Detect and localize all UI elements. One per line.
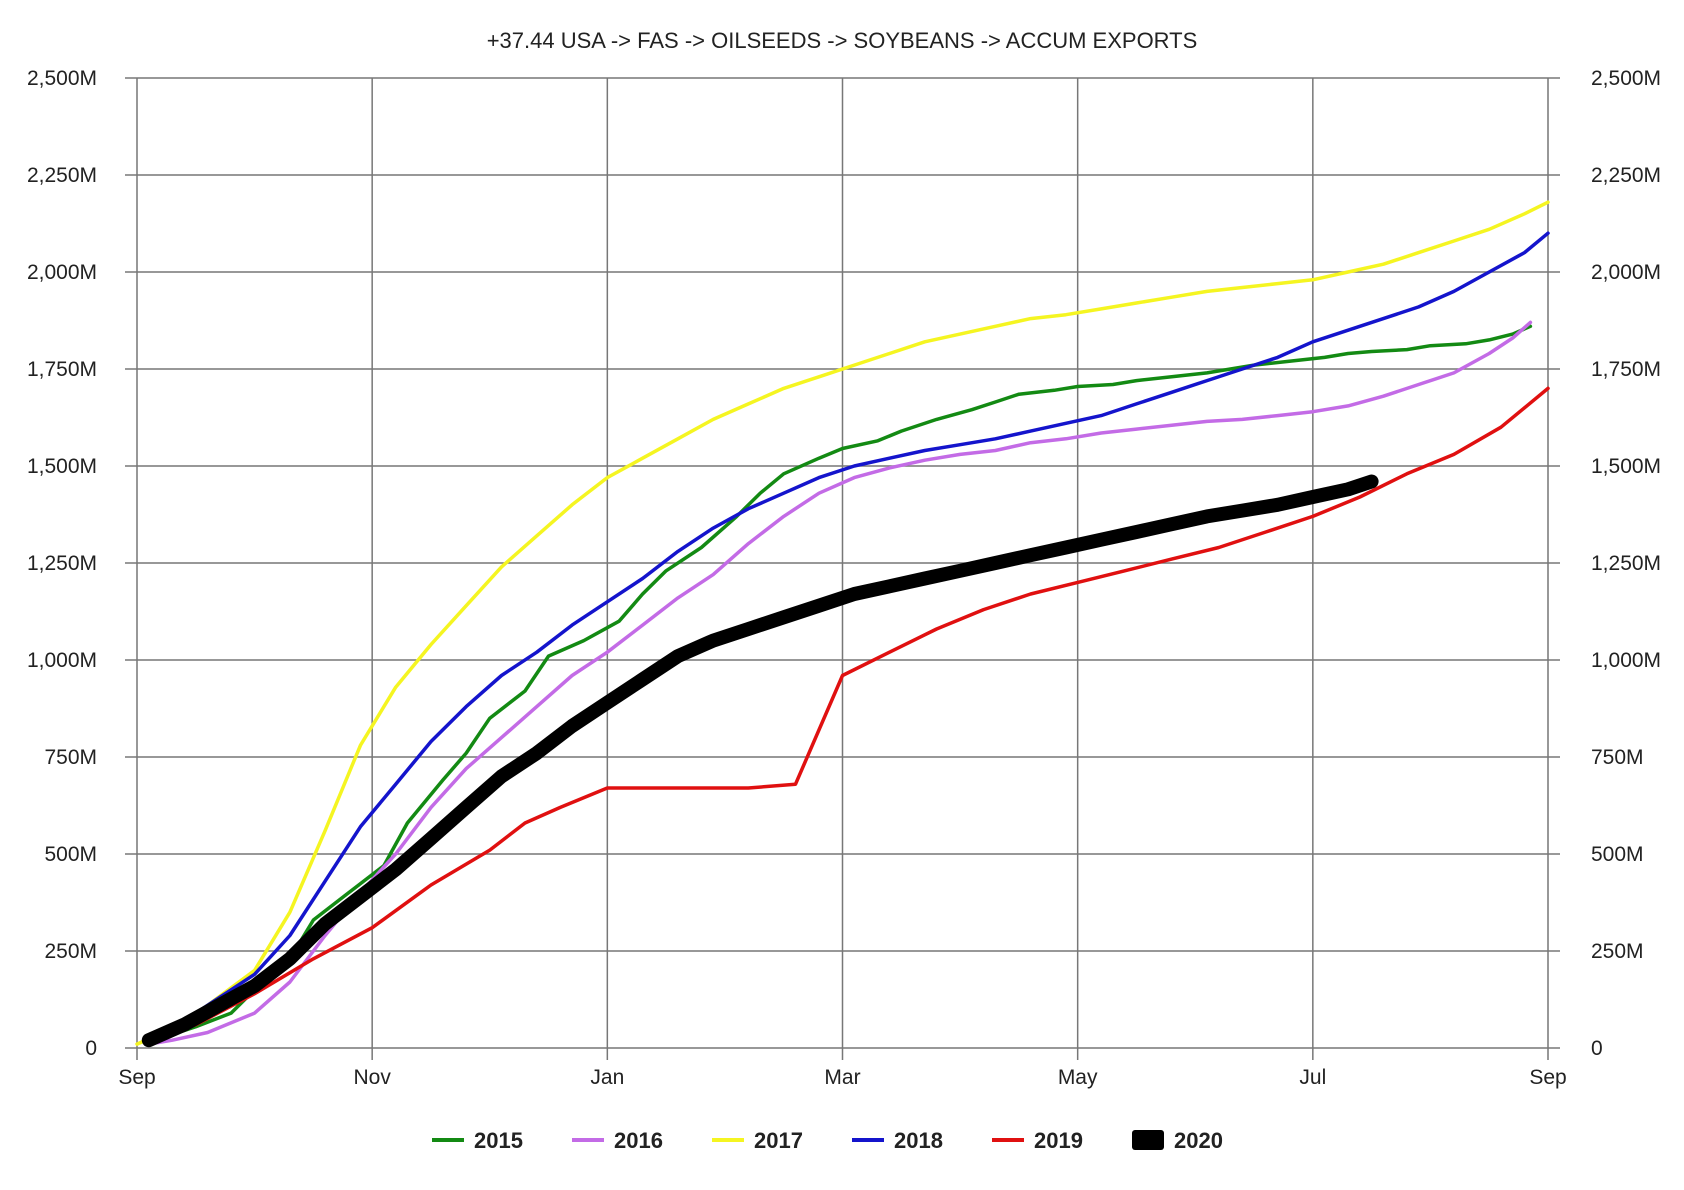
x-tick-label: May: [1058, 1066, 1098, 1089]
y-tick-label-left: 1,500M: [27, 455, 97, 478]
y-tick-label-right: 2,500M: [1591, 67, 1661, 90]
legend-label: 2017: [754, 1128, 803, 1153]
y-tick-label-left: 0: [85, 1037, 97, 1060]
series-line-2016: [147, 320, 1533, 1046]
y-tick-label-left: 1,000M: [27, 649, 97, 672]
y-tick-label-right: 500M: [1591, 843, 1644, 866]
legend-label: 2020: [1174, 1128, 1223, 1153]
legend-item-2019: 2019: [992, 1128, 1083, 1153]
series-line-2019: [147, 386, 1550, 1042]
legend-item-2018: 2018: [852, 1128, 943, 1153]
y-tick-label-right: 1,250M: [1591, 552, 1661, 575]
y-axis-left: 0 250M 500M 750M 1,000M 1,250M 1,500M 1,750M 2,0…: [27, 67, 97, 1060]
y-tick-label-left: 2,000M: [27, 261, 97, 284]
y-tick-label-left: 500M: [44, 843, 97, 866]
legend-item-2015: 2015: [432, 1128, 523, 1153]
y-tick-label-right: 250M: [1591, 940, 1644, 963]
x-tick-label: Mar: [824, 1066, 860, 1089]
x-tick-label: Nov: [353, 1066, 391, 1089]
y-tick-label-left: 1,750M: [27, 358, 97, 381]
x-tick-label: Sep: [118, 1066, 155, 1089]
legend-swatch: [1132, 1130, 1164, 1150]
y-tick-label-left: 250M: [44, 940, 97, 963]
y-axis-right: 0 250M 500M 750M 1,000M 1,250M 1,500M 1,750M 2,0…: [1591, 67, 1661, 1060]
legend-label: 2019: [1034, 1128, 1083, 1153]
y-tick-label-right: 2,250M: [1591, 164, 1661, 187]
legend-label: 2015: [474, 1128, 523, 1153]
series-lines: [135, 200, 1550, 1048]
legend-item-2020: 2020: [1132, 1128, 1223, 1153]
legend-label: 2016: [614, 1128, 663, 1153]
y-tick-label-right: 2,000M: [1591, 261, 1661, 284]
y-tick-label-right: 750M: [1591, 746, 1644, 769]
series-line-2018: [147, 231, 1550, 1042]
y-tick-label-right: 1,000M: [1591, 649, 1661, 672]
y-tick-label-right: 1,750M: [1591, 358, 1661, 381]
y-tick-label-left: 1,250M: [27, 552, 97, 575]
y-tick-label-right: 1,500M: [1591, 455, 1661, 478]
y-tick-label-left: 2,500M: [27, 67, 97, 90]
x-tick-label: Jul: [1299, 1066, 1326, 1089]
y-tick-label-left: 750M: [44, 746, 97, 769]
y-tick-label-right: 0: [1591, 1037, 1603, 1060]
legend: 2015 2016 2017 2018 2019 2020: [432, 1128, 1223, 1153]
legend-item-2017: 2017: [712, 1128, 803, 1153]
legend-label: 2018: [894, 1128, 943, 1153]
series-line-2017: [135, 200, 1550, 1046]
x-tick-label: Jan: [590, 1066, 624, 1089]
x-axis: Sep Nov Jan Mar May Jul Sep: [118, 1066, 1566, 1089]
legend-item-2016: 2016: [572, 1128, 663, 1153]
chart-title: +37.44 USA -> FAS -> OILSEEDS -> SOYBEAN…: [487, 28, 1198, 53]
x-tick-label: Sep: [1529, 1066, 1566, 1089]
series-line-2020: [141, 474, 1379, 1048]
y-tick-label-left: 2,250M: [27, 164, 97, 187]
